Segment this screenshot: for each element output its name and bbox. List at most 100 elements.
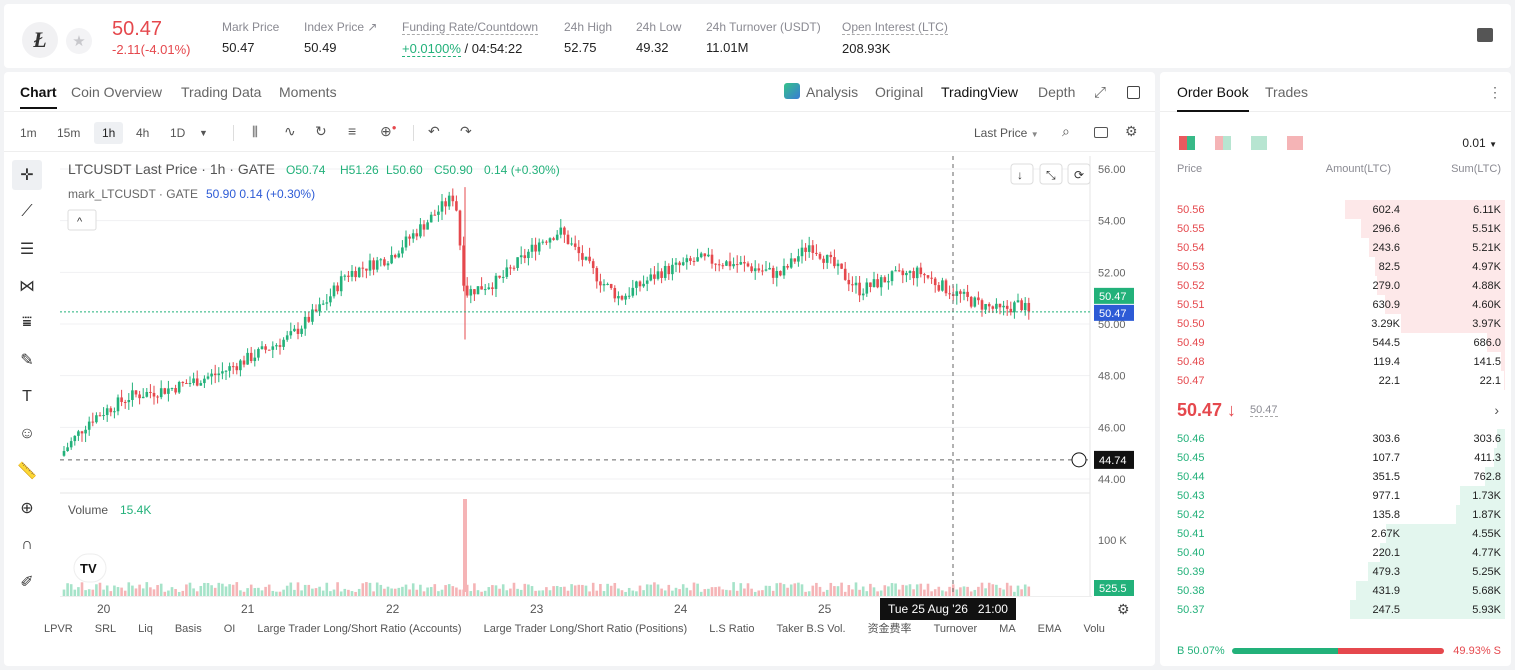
window-icon[interactable] <box>1127 86 1140 99</box>
indicator-13[interactable]: Volu <box>1083 623 1105 635</box>
brush-icon[interactable]: ✎ <box>20 352 34 369</box>
horizontal-lines-icon[interactable]: ☰ <box>19 241 35 258</box>
favorite-star-icon[interactable]: ★ <box>66 28 92 54</box>
order-row[interactable]: 50.53 82.5 4.97K <box>1160 257 1511 276</box>
camera-icon[interactable] <box>1094 127 1108 138</box>
crosshair-icon[interactable]: ✛ <box>12 160 42 190</box>
candle <box>627 295 631 297</box>
chevron-down-icon[interactable]: ▼ <box>199 128 208 138</box>
row-sum: 4.97K <box>1472 261 1501 273</box>
precision-select[interactable]: 0.01 ▼ <box>1462 136 1497 150</box>
indicator-7[interactable]: L.S Ratio <box>709 623 755 635</box>
tab-coin-overview[interactable]: Coin Overview <box>71 84 163 100</box>
indicator-9[interactable]: 资金费率 <box>867 623 912 635</box>
indicator-3[interactable]: Basis <box>174 623 202 635</box>
fib-icon[interactable]: ⩸ <box>22 314 32 331</box>
order-row[interactable]: 50.54 243.6 5.21K <box>1160 238 1511 257</box>
gear-icon[interactable]: ⚙ <box>1125 123 1138 139</box>
order-row[interactable]: 50.50 3.29K 3.97K <box>1160 314 1511 333</box>
order-row[interactable]: 50.42 135.8 1.87K <box>1160 505 1511 524</box>
view-asks-icon[interactable] <box>1251 136 1267 150</box>
tab-tradingview[interactable]: TradingView <box>941 84 1019 100</box>
order-row[interactable]: 50.45 107.7 411.3 <box>1160 448 1511 467</box>
interval-1m[interactable]: 1m <box>20 126 37 140</box>
order-row[interactable]: 50.48 119.4 141.5 <box>1160 352 1511 371</box>
order-row[interactable]: 50.55 296.6 5.51K <box>1160 219 1511 238</box>
order-row[interactable]: 50.44 351.5 762.8 <box>1160 467 1511 486</box>
x-tick-label: 25 <box>818 602 832 616</box>
order-row[interactable]: 50.52 279.0 4.88K <box>1160 276 1511 295</box>
order-row[interactable]: 50.47 22.1 22.1 <box>1160 371 1511 390</box>
order-row[interactable]: 50.51 630.9 4.60K <box>1160 295 1511 314</box>
indicator-1[interactable]: SRL <box>94 623 117 635</box>
chevron-right-icon[interactable]: › <box>1494 402 1499 418</box>
tab-original[interactable]: Original <box>875 84 924 100</box>
stat-funding-rate[interactable]: Funding Rate/Countdown +0.0100% / 04:54:… <box>402 20 539 57</box>
candle <box>786 265 789 268</box>
order-row[interactable]: 50.39 479.3 5.25K <box>1160 562 1511 581</box>
row-amount: 82.5 <box>1378 261 1400 273</box>
emoji-icon[interactable]: ☺ <box>18 425 36 442</box>
candlestick-chart[interactable]: 56.00 54.00 52.00 50.00 48.00 46.00 44.00 LTCUS… <box>60 156 1156 596</box>
indicator-8[interactable]: Taker B.S Vol. <box>776 623 846 635</box>
indicator-4[interactable]: OI <box>223 623 236 635</box>
undo-icon[interactable]: ↶ <box>428 123 440 139</box>
volume-bar <box>307 584 311 596</box>
interval-4h[interactable]: 4h <box>136 126 150 140</box>
order-row[interactable]: 50.56 602.4 6.11K <box>1160 200 1511 219</box>
candle <box>224 370 228 372</box>
depth-bar <box>1356 581 1505 600</box>
redo-icon[interactable]: ↷ <box>460 123 472 139</box>
tab-order-book[interactable]: Order Book <box>1177 84 1249 100</box>
stat-index-price[interactable]: Index Price ↗ 50.49 <box>304 20 377 55</box>
tab-trades[interactable]: Trades <box>1265 84 1309 100</box>
price-type-select[interactable]: Last Price ▼ <box>974 126 1039 140</box>
candle-type-icon[interactable]: ⫼ <box>252 124 258 139</box>
settings-gear-icon[interactable]: ⚙ <box>1117 601 1130 617</box>
reset-icon-button <box>1067 163 1091 185</box>
tab-trading-data[interactable]: Trading Data <box>181 84 262 100</box>
expand-icon[interactable]: ⤢ <box>1094 84 1107 101</box>
interval-1h[interactable]: 1h <box>94 122 124 144</box>
interval-1d[interactable]: 1D <box>170 126 186 140</box>
order-row[interactable]: 50.49 544.5 686.0 <box>1160 333 1511 352</box>
pattern-icon[interactable]: ⋈ <box>19 278 35 295</box>
indicator-6[interactable]: Large Trader Long/Short Ratio (Positions… <box>483 623 688 635</box>
order-row[interactable]: 50.38 431.9 5.68K <box>1160 581 1511 600</box>
compare-icon[interactable]: ↻ <box>315 123 327 139</box>
order-row[interactable]: 50.40 220.1 4.77K <box>1160 543 1511 562</box>
indicator-2[interactable]: Liq <box>138 623 153 635</box>
order-row[interactable]: 50.37 247.5 5.93K <box>1160 600 1511 619</box>
indicator-5[interactable]: Large Trader Long/Short Ratio (Accounts) <box>257 623 462 635</box>
tab-chart[interactable]: Chart <box>20 84 57 109</box>
indicators-icon[interactable]: ∿ <box>284 123 296 139</box>
tab-analysis[interactable]: Analysis <box>806 84 859 100</box>
indicator-12[interactable]: EMA <box>1037 623 1062 635</box>
view-bids-icon[interactable] <box>1215 136 1231 150</box>
pencil-lock-icon[interactable]: ✐ <box>20 574 34 591</box>
view-sells-icon[interactable] <box>1287 136 1303 150</box>
tab-moments[interactable]: Moments <box>279 84 337 100</box>
book-icon[interactable] <box>1477 28 1493 42</box>
depth-bar <box>1380 543 1505 562</box>
view-both-icon[interactable] <box>1179 136 1195 150</box>
indicator-10[interactable]: Turnover <box>933 623 978 635</box>
ruler-icon[interactable]: 📏 <box>17 463 37 480</box>
more-icon[interactable]: ⋮ <box>1488 84 1502 100</box>
magnet-icon[interactable]: ∩ <box>21 536 33 553</box>
zoom-in-icon[interactable]: ⊕ <box>20 500 34 517</box>
stat-label: Funding Rate/Countdown <box>402 20 539 35</box>
order-row[interactable]: 50.46 303.6 303.6 <box>1160 429 1511 448</box>
text-icon[interactable]: T <box>22 388 32 405</box>
order-row[interactable]: 50.43 977.1 1.73K <box>1160 486 1511 505</box>
tab-depth[interactable]: Depth <box>1038 84 1076 100</box>
stat-open-interest: Open Interest (LTC) 208.93K <box>842 20 948 56</box>
indicator-0[interactable]: LPVR <box>44 623 73 635</box>
interval-15m[interactable]: 15m <box>57 126 81 140</box>
search-icon[interactable]: ⌕ <box>1062 123 1070 139</box>
add-alert-icon[interactable]: ⊕● <box>380 123 397 139</box>
indicator-11[interactable]: MA <box>999 623 1016 635</box>
template-icon[interactable]: ≡ <box>348 123 357 139</box>
trendline-icon[interactable]: ⟋ <box>21 203 33 220</box>
order-row[interactable]: 50.41 2.67K 4.55K <box>1160 524 1511 543</box>
